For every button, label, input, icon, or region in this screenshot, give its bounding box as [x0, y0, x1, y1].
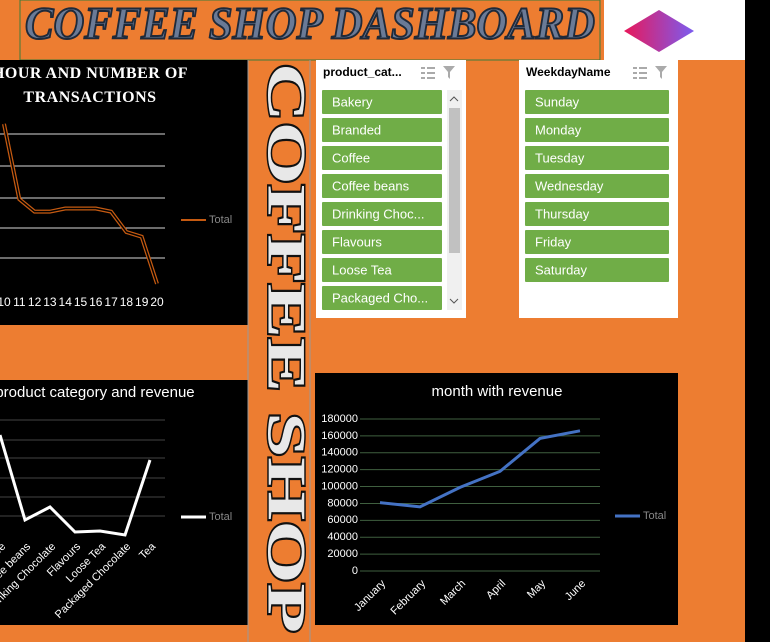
slicer-item-label: Tuesday — [535, 150, 585, 165]
y-tick-label: 80000 — [327, 497, 358, 509]
slicer-item[interactable] — [322, 202, 442, 226]
y-tick-label: 60000 — [327, 514, 358, 526]
slicer-item-label: Flavours — [332, 234, 382, 249]
slicer-item-label: Sunday — [535, 94, 580, 109]
slicer-item[interactable] — [525, 230, 669, 254]
slicer-item[interactable] — [322, 146, 442, 170]
x-tick-label: 15 — [74, 295, 88, 309]
slicer-item[interactable] — [525, 202, 669, 226]
multiselect-icon[interactable] — [421, 67, 435, 79]
slicer-item-label: Thursday — [535, 206, 590, 221]
x-tick-label: 11 — [13, 295, 26, 309]
legend-label: Total — [209, 511, 232, 523]
slicer-item[interactable] — [525, 174, 669, 198]
slicer-item-label: Wednesday — [535, 178, 604, 193]
slicer-item-label: Branded — [332, 122, 381, 137]
y-tick-label: 40000 — [327, 531, 358, 543]
y-tick-label: 100000 — [321, 480, 358, 492]
x-tick-label: 20 — [150, 295, 164, 309]
panel — [0, 380, 248, 625]
series-line — [379, 429, 581, 509]
slicer-item[interactable] — [322, 286, 442, 310]
clear-filter-icon[interactable] — [443, 66, 455, 79]
slicer: WeekdayName Sunday Monday Tuesday Wednesday T… — [519, 60, 678, 318]
slicer-item-label: Drinking Choc... — [332, 206, 424, 221]
slicer-item-label: Loose Tea — [332, 262, 393, 277]
y-tick-label: 160000 — [321, 430, 358, 442]
chart-title: HOUR AND NUMBER OF TRANSACTIONS — [0, 65, 189, 106]
slicer-item[interactable] — [525, 258, 669, 282]
chart-hours: 10 11 12 13 14 15 16 17 18 19 20 Total — [0, 123, 232, 309]
slicer-item-label: Coffee beans — [332, 178, 410, 193]
x-tick-label: 13 — [43, 295, 57, 309]
slicer-item[interactable] — [322, 230, 442, 254]
slicer-item[interactable] — [322, 118, 442, 142]
slicer-item-label: Friday — [535, 234, 572, 249]
slicer-title: product_cat... — [323, 65, 402, 79]
logo — [624, 10, 694, 52]
slicer-item[interactable] — [525, 90, 669, 114]
scroll-down[interactable] — [449, 298, 459, 304]
right-strip — [745, 0, 770, 642]
slicer-item-label: Monday — [535, 122, 582, 137]
chart-title: month with revenue — [432, 383, 563, 400]
y-tick-label: 0 — [352, 565, 358, 577]
chart-title: product category and revenue — [0, 384, 195, 401]
legend-label: Total — [643, 510, 666, 522]
x-tick-label: 16 — [89, 295, 103, 309]
slicer-item-label: Bakery — [332, 94, 373, 109]
dashboard-title: COFFEE SHOP DASHBOARD — [25, 0, 595, 49]
series-line — [3, 123, 158, 284]
series-line — [0, 434, 152, 537]
slicer-item-label: Coffee — [332, 150, 370, 165]
slicer: product_cat... Bakery Branded Coffee Coffee … — [316, 60, 466, 318]
x-tick-label: 19 — [135, 295, 149, 309]
scrollbar-thumb[interactable] — [449, 108, 460, 253]
panel — [315, 373, 678, 625]
x-tick-label: 18 — [120, 295, 134, 309]
x-tick-label: 14 — [59, 295, 73, 309]
y-tick-label: 140000 — [321, 447, 358, 459]
slicer-title: WeekdayName — [526, 65, 611, 79]
slicer-item[interactable] — [525, 118, 669, 142]
side-title: COFFEE SHOP — [257, 63, 317, 633]
x-tick-label: 17 — [104, 295, 118, 309]
slicer-item[interactable] — [322, 258, 442, 282]
x-tick-label: 12 — [28, 295, 42, 309]
slicer-item[interactable] — [322, 174, 442, 198]
clear-filter-icon[interactable] — [655, 66, 667, 79]
title-box — [19, 0, 601, 61]
legend-label: Total — [209, 214, 232, 226]
panel — [0, 60, 248, 325]
slicer-item[interactable] — [322, 90, 442, 114]
y-tick-label: 180000 — [321, 413, 358, 425]
multiselect-icon[interactable] — [633, 67, 647, 79]
x-tick-label: 10 — [0, 295, 11, 309]
slicer-item[interactable] — [525, 146, 669, 170]
y-tick-label: 20000 — [327, 548, 358, 560]
slicer-item-label: Saturday — [535, 262, 588, 277]
scroll-up[interactable] — [449, 96, 459, 102]
y-tick-label: 120000 — [321, 464, 358, 476]
slicer-item-label: Packaged Cho... — [332, 290, 428, 305]
